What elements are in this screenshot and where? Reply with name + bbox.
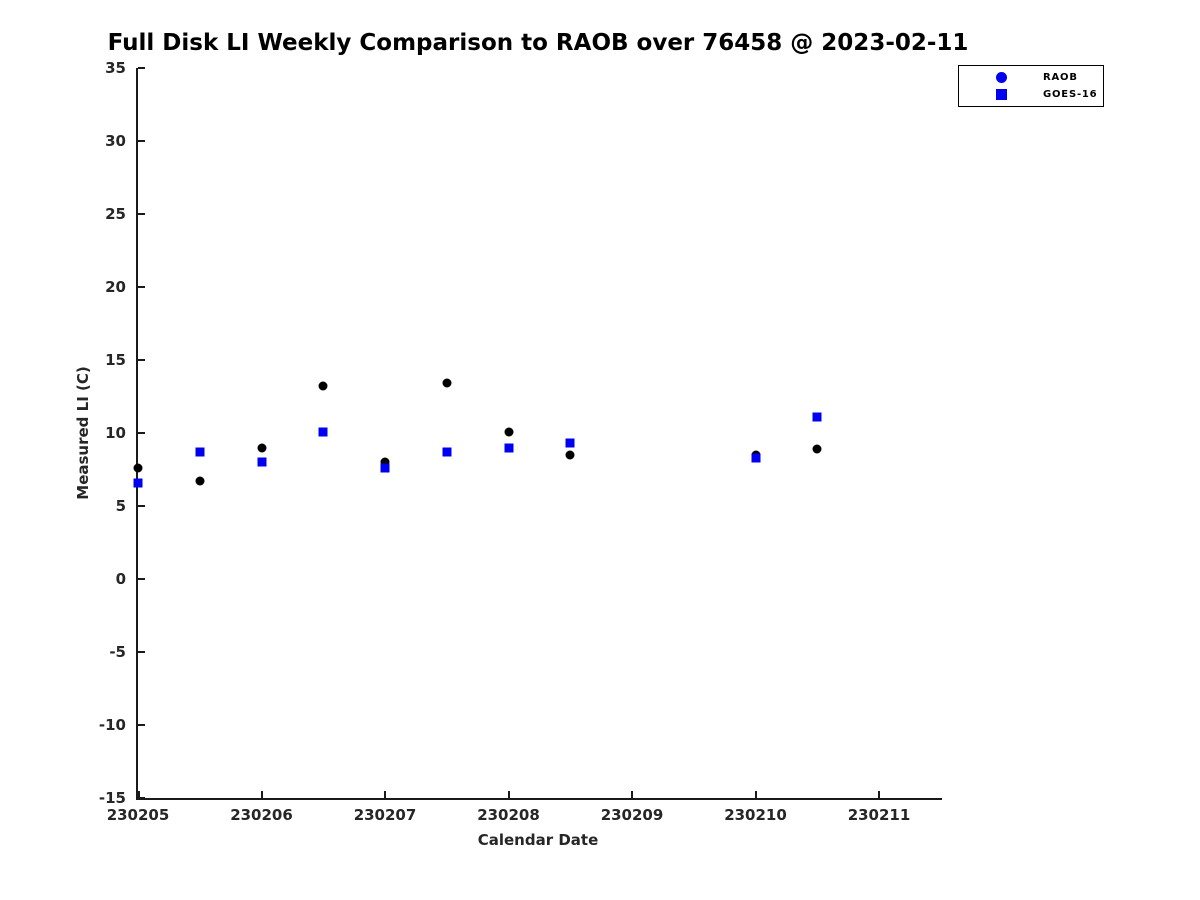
data-point-goes-16 — [380, 463, 390, 473]
y-tick-label: 30 — [105, 132, 126, 150]
data-point-raob — [133, 463, 143, 473]
y-axis-label: Measured LI (C) — [74, 366, 92, 500]
plot-area: 35 30 25 20 15 10 5 0 -5 -10 -15 230205 230206 230207… — [99, 59, 942, 824]
x-tick-mark — [507, 791, 510, 798]
data-point-raob — [504, 427, 513, 437]
y-tick-mark — [138, 724, 145, 726]
y-tick-mark — [138, 505, 145, 507]
x-tick-label: 230209 — [600, 806, 664, 824]
y-tick-mark — [138, 213, 145, 215]
chart-title: Full Disk LI Weekly Comparison to RAOB o… — [107, 30, 969, 56]
data-point-raob — [442, 378, 452, 388]
data-point-raob — [380, 457, 390, 467]
legend-label-goes16: GOES-16 — [1043, 89, 1098, 100]
data-point-goes-16 — [318, 427, 328, 437]
x-tick-label: 230206 — [230, 806, 293, 824]
y-tick-label: 35 — [105, 59, 126, 77]
y-tick-label: 15 — [105, 351, 126, 369]
y-tick-label: 0 — [115, 570, 126, 588]
y-tick-mark — [138, 140, 145, 142]
x-tick-mark — [384, 791, 386, 798]
y-tick-mark — [138, 286, 145, 288]
x-tick-label: 230211 — [847, 806, 911, 824]
legend-marker-cell — [959, 89, 1043, 100]
data-point-goes-16 — [504, 443, 513, 453]
legend: RAOB GOES-16 — [958, 65, 1104, 107]
x-tick-mark — [260, 791, 263, 798]
legend-item-raob: RAOB — [959, 70, 1103, 86]
data-point-goes-16 — [812, 412, 822, 422]
y-tick-mark — [138, 797, 145, 799]
y-tick-label: 25 — [105, 205, 126, 223]
y-tick-label: -15 — [98, 789, 126, 807]
data-point-raob — [812, 444, 822, 454]
goes16-marker-icon — [995, 89, 1007, 100]
data-point-raob — [565, 450, 575, 460]
x-tick-mark — [878, 791, 880, 798]
x-tick-label: 230205 — [106, 806, 170, 824]
data-point-goes-16 — [442, 447, 452, 457]
legend-marker-cell — [959, 72, 1043, 83]
y-tick-mark — [138, 578, 145, 580]
x-axis-label: Calendar Date — [477, 831, 599, 849]
legend-label-raob: RAOB — [1043, 72, 1078, 83]
data-point-goes-16 — [195, 447, 205, 457]
data-point-goes-16 — [565, 438, 575, 448]
data-point-raob — [257, 443, 266, 453]
y-tick-label: 5 — [115, 497, 126, 515]
x-tick-mark — [631, 791, 633, 798]
y-tick-mark — [138, 67, 145, 69]
data-point-goes-16 — [257, 457, 266, 467]
data-point-goes-16 — [133, 478, 143, 488]
y-tick-mark — [138, 651, 145, 653]
y-tick-mark — [138, 359, 145, 361]
raob-marker-icon — [995, 72, 1007, 83]
y-tick-mark — [138, 432, 145, 434]
x-tick-label: 230208 — [477, 806, 540, 824]
legend-item-goes16: GOES-16 — [959, 87, 1103, 103]
y-tick-label: 20 — [105, 278, 126, 296]
x-tick-mark — [754, 791, 757, 798]
data-point-raob — [195, 476, 205, 486]
y-tick-label: -5 — [109, 643, 126, 661]
data-point-goes-16 — [751, 453, 760, 463]
y-tick-label: 10 — [105, 424, 126, 442]
x-tick-mark — [138, 791, 140, 798]
x-tick-label: 230210 — [724, 806, 787, 824]
y-tick-label: -10 — [98, 716, 126, 734]
data-point-raob — [318, 381, 328, 391]
x-tick-label: 230207 — [353, 806, 417, 824]
